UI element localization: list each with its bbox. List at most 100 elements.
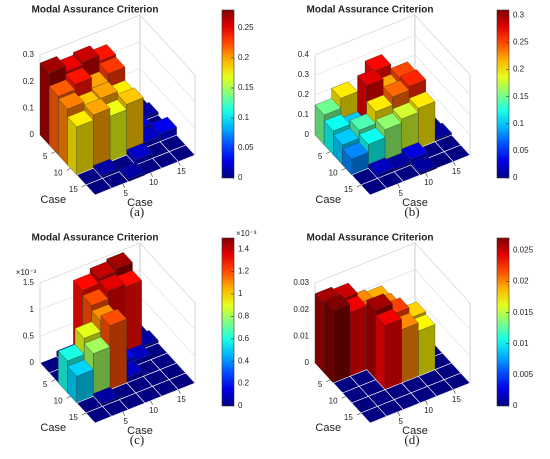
- y-tick: [453, 389, 456, 394]
- z-tick-label: 0: [30, 358, 35, 367]
- x-axis-label: Case: [315, 194, 341, 206]
- bar-top-face: [117, 87, 144, 105]
- colorbar-tick-label: 0: [513, 173, 518, 182]
- bar-top-face: [118, 162, 146, 180]
- colorbar-exponent: ×10⁻³: [236, 229, 257, 238]
- colorbar-tick-label: 0.1: [238, 113, 250, 122]
- y-axis-label: Case: [127, 197, 153, 209]
- bar-top-face: [98, 274, 126, 292]
- bar-top-face: [383, 80, 410, 98]
- bar: [85, 177, 113, 196]
- colorbar-tick-label: 0.01: [513, 339, 529, 348]
- x-axis-label: Case: [40, 422, 66, 434]
- y-tick-label: 15: [177, 167, 186, 176]
- bar: [410, 156, 437, 176]
- panel-caption: (a): [130, 204, 144, 219]
- bar-top-face: [358, 127, 386, 145]
- y-tick-label: 5: [399, 417, 404, 426]
- bar-right-face: [384, 318, 402, 390]
- bar-left-face: [58, 98, 68, 166]
- z-tick-label: 0.4: [298, 50, 310, 59]
- colorbar-tick-label: 0.2: [513, 65, 525, 74]
- z-tick-label: 0.03: [293, 278, 309, 287]
- bar-top-face: [150, 116, 177, 134]
- colorbar-tick-label: 0: [238, 401, 243, 410]
- colorbar-tick-label: 1: [238, 289, 243, 298]
- bar-top-face: [392, 102, 419, 120]
- z-tick-label: 0.01: [293, 331, 309, 340]
- y-tick-label: 5: [124, 189, 129, 198]
- colorbar: [221, 9, 235, 179]
- bar-left-face: [39, 62, 50, 146]
- z-tick-label: 0.02: [293, 305, 309, 314]
- x-tick-label: 15: [344, 185, 353, 194]
- x-tick: [81, 184, 86, 188]
- bar-top-face: [98, 56, 126, 74]
- bar-top-face: [364, 54, 392, 72]
- y-tick-label: 10: [424, 406, 433, 415]
- x-tick-label: 10: [329, 168, 338, 177]
- grid-line: [39, 14, 196, 76]
- bar: [93, 386, 120, 407]
- bar-top-face: [368, 157, 395, 175]
- colorbar-tick-label: 0.8: [238, 312, 250, 321]
- bar-right-face: [93, 108, 111, 169]
- y-axis-label: Case: [402, 197, 428, 209]
- x-tick: [356, 412, 361, 416]
- bar-right-face: [76, 120, 94, 176]
- bar-right-face: [418, 101, 436, 149]
- y-tick: [178, 389, 181, 394]
- x-tick: [341, 168, 346, 171]
- x-tick-label: 5: [43, 152, 48, 161]
- bar-top-face: [314, 98, 342, 116]
- z-tick-label: 0: [30, 130, 35, 139]
- y-tick-label: 15: [177, 395, 186, 404]
- grid-line: [314, 242, 471, 304]
- bar-top-face: [82, 288, 109, 306]
- bar-top-face: [360, 405, 388, 424]
- colorbar-tick-label: 0.02: [513, 277, 529, 286]
- y-tick: [150, 400, 153, 405]
- y-tick: [397, 411, 401, 417]
- colorbar-tick-label: 0.6: [238, 334, 250, 343]
- bar-top-face: [366, 94, 393, 112]
- chart-title: Modal Assurance Criterion: [32, 233, 159, 244]
- bar-top-face: [48, 79, 76, 97]
- bar-top-face: [91, 81, 118, 99]
- x-tick: [81, 412, 86, 416]
- bar-top-face: [410, 156, 437, 174]
- x-axis-label: Case: [315, 422, 341, 434]
- bar-right-face: [418, 324, 436, 377]
- x-tick-label: 5: [43, 380, 48, 389]
- colorbar-tick-label: 0.4: [238, 356, 250, 365]
- x-tick: [326, 379, 331, 382]
- y-tick-label: 5: [124, 417, 129, 426]
- z-tick-label: 0: [305, 130, 310, 139]
- z-tick-label: 0.5: [23, 331, 35, 340]
- panel-caption: (d): [404, 432, 419, 447]
- bar: [393, 392, 421, 411]
- grid-line: [314, 34, 471, 96]
- bar: [93, 158, 120, 179]
- y-tick: [178, 161, 181, 166]
- bar-top-face: [85, 405, 113, 424]
- bar: [118, 162, 146, 183]
- bar-top-face: [85, 177, 113, 196]
- z-tick-label: 0.2: [298, 90, 310, 99]
- colorbar: [496, 9, 510, 179]
- bar-right-face: [124, 280, 142, 357]
- bar: [375, 308, 402, 391]
- y-tick-label: 10: [149, 406, 158, 415]
- x-tick-label: 10: [54, 396, 63, 405]
- y-tick: [397, 183, 401, 189]
- colorbar-tick-label: 0.05: [238, 143, 254, 152]
- y-tick-label: 15: [452, 167, 461, 176]
- x-tick-label: 15: [344, 413, 353, 422]
- y-axis-label: Case: [402, 425, 428, 437]
- x-tick-label: 15: [69, 413, 78, 422]
- y-tick-label: 10: [424, 178, 433, 187]
- bar-right-face: [349, 305, 367, 377]
